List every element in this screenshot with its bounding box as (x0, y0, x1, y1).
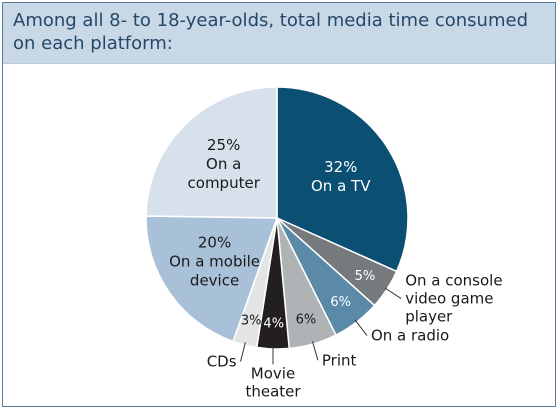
slice-label-on-a-tv: 32% On a TV (311, 158, 371, 195)
slice-label-on-a-mobile-device: 20% On a mobile device (169, 233, 260, 289)
leader-print (311, 341, 319, 361)
slice-category-on-a-radio: On a radio (371, 327, 449, 345)
pie-slice-on-a-computer (145, 86, 278, 219)
slice-labels: 32% On a TV 5% On a console video game player… (169, 136, 502, 400)
leader-cds (240, 342, 246, 362)
pie-slice-on-a-tv (276, 86, 409, 273)
slice-category-cds: CDs (207, 352, 237, 370)
slice-value-print: 6% (296, 313, 317, 328)
slice-label-on-a-computer: 25% On a computer (188, 136, 261, 192)
pie-slice-on-a-mobile-device (145, 215, 279, 343)
leader-lines (240, 287, 402, 365)
leader-on-a-console-video-game-player (384, 287, 402, 299)
slice-category-on-a-console-video-game-player: On a console video game player (405, 272, 502, 326)
slice-value-on-a-console-video-game-player: 5% (355, 269, 376, 284)
pie-slices (145, 86, 409, 350)
slice-category-print: Print (322, 351, 357, 369)
slice-category-movie-theater: Movie theater (245, 364, 301, 400)
chart-header: Among all 8- to 18-year-olds, total medi… (3, 3, 555, 64)
leader-on-a-radio (354, 319, 368, 336)
slice-value-cds: 3% (241, 314, 262, 329)
slice-value-on-a-radio: 6% (330, 295, 351, 310)
slice-value-movie-theater: 4% (263, 317, 284, 332)
chart-title: Among all 8- to 18-year-olds, total medi… (13, 10, 529, 54)
